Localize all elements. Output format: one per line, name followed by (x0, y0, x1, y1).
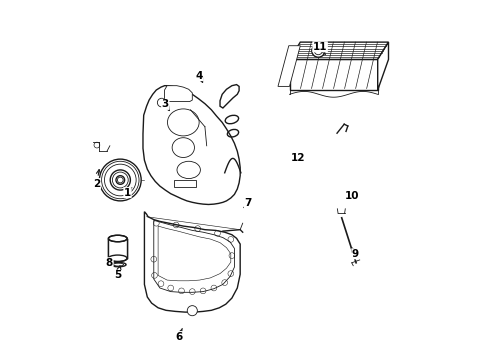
Text: 1: 1 (123, 188, 131, 198)
Polygon shape (108, 238, 127, 258)
Text: 6: 6 (175, 328, 182, 342)
Text: 3: 3 (162, 99, 169, 111)
Circle shape (187, 306, 197, 316)
Text: 11: 11 (312, 42, 326, 55)
Text: 12: 12 (291, 153, 305, 163)
Text: 8: 8 (106, 258, 114, 268)
Text: 2: 2 (93, 170, 101, 189)
Polygon shape (377, 42, 387, 90)
Circle shape (110, 170, 130, 190)
Polygon shape (289, 42, 387, 59)
Circle shape (99, 159, 141, 201)
Text: 9: 9 (351, 248, 358, 259)
Polygon shape (144, 212, 240, 312)
Polygon shape (142, 86, 240, 204)
Polygon shape (153, 220, 234, 292)
Polygon shape (277, 46, 300, 86)
Text: 10: 10 (344, 191, 358, 201)
Text: 5: 5 (114, 266, 121, 280)
Polygon shape (174, 180, 196, 187)
Circle shape (116, 176, 124, 184)
Text: 7: 7 (244, 198, 251, 208)
Polygon shape (164, 86, 192, 102)
Text: 4: 4 (195, 71, 203, 82)
Polygon shape (289, 59, 377, 90)
Circle shape (311, 44, 324, 57)
Polygon shape (220, 85, 239, 108)
